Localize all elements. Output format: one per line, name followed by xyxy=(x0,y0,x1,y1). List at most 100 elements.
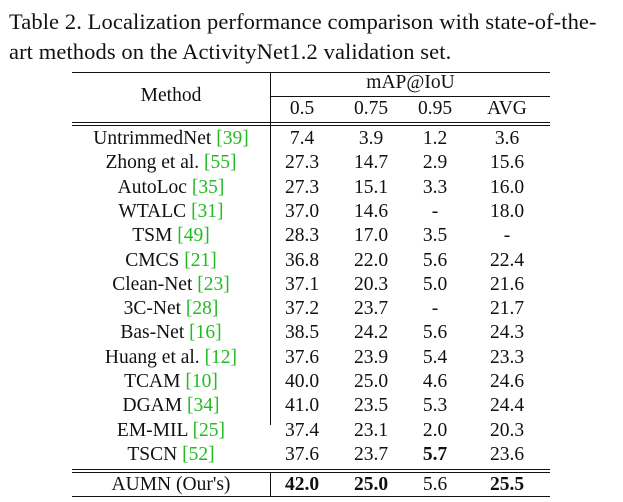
method-label: TSM xyxy=(132,225,178,247)
header-rule-1 xyxy=(72,122,550,124)
method-name: AutoLoc [35] xyxy=(72,177,270,199)
score-cell: 18.0 xyxy=(489,200,525,222)
score-cell: 4.6 xyxy=(422,371,448,392)
method-name: Huang et al. [12] xyxy=(72,347,270,369)
score-cell: 5.3 xyxy=(422,395,448,417)
method-label: TSCN xyxy=(127,443,183,465)
method-name: DGAM [34] xyxy=(72,395,270,417)
citation-link[interactable]: [25] xyxy=(192,419,226,441)
score-cell: 15.6 xyxy=(489,152,525,174)
ours-rule-1 xyxy=(72,469,550,471)
method-name: TSCN [52] xyxy=(72,444,270,466)
score-cell: 16.0 xyxy=(489,176,525,198)
score-cell: 17.0 xyxy=(353,225,389,247)
score-cell: 23.3 xyxy=(489,346,525,368)
caption-line-1: Table 2. Localization performance compar… xyxy=(9,9,597,34)
column-header: 0.5 xyxy=(289,98,315,119)
score-cell: 37.6 xyxy=(284,346,320,368)
score-cell: 21.6 xyxy=(489,273,525,295)
method-name: Bas-Net [16] xyxy=(72,322,270,344)
score-cell: 27.3 xyxy=(284,176,320,198)
score-cell: 37.2 xyxy=(284,298,320,320)
method-name: Zhong et al. [55] xyxy=(72,152,270,174)
score-cell: 36.8 xyxy=(284,249,320,271)
score-cell: 37.1 xyxy=(284,273,320,295)
citation-link[interactable]: [52] xyxy=(182,443,215,465)
citation-link[interactable]: [10] xyxy=(185,371,218,392)
score-cell: 5.7 xyxy=(422,443,448,465)
score-cell: 3.3 xyxy=(422,176,448,198)
score-cell: 22.4 xyxy=(489,249,525,271)
method-name: EM-MIL [25] xyxy=(72,420,270,442)
vertical-rule-ours xyxy=(270,472,272,496)
score-cell-ours: 25.5 xyxy=(489,474,525,495)
score-cell: 37.6 xyxy=(284,443,320,465)
citation-link[interactable]: [21] xyxy=(184,249,217,271)
score-cell: 5.6 xyxy=(422,249,448,271)
citation-link[interactable]: [16] xyxy=(189,322,222,344)
score-cell: 25.0 xyxy=(353,371,389,392)
header-rule-2 xyxy=(72,125,550,127)
ours-rule-2 xyxy=(72,472,550,474)
citation-link[interactable]: [39] xyxy=(216,128,249,149)
column-header: AVG xyxy=(487,98,527,119)
score-cell: 1.2 xyxy=(422,128,448,149)
score-cell: 14.7 xyxy=(353,152,389,174)
column-header: 0.75 xyxy=(353,98,389,119)
citation-link[interactable]: [55] xyxy=(204,152,237,174)
score-cell: 3.9 xyxy=(358,128,384,149)
method-label: WTALC xyxy=(118,200,192,222)
score-cell: 22.0 xyxy=(353,249,389,271)
score-cell: 24.6 xyxy=(489,371,525,392)
score-cell: 28.3 xyxy=(284,225,320,247)
score-cell: - xyxy=(431,298,439,320)
method-label: TCAM xyxy=(124,371,186,392)
citation-link[interactable]: [35] xyxy=(191,176,225,198)
citation-link[interactable]: [28] xyxy=(185,298,219,320)
score-cell: 20.3 xyxy=(489,419,525,441)
score-cell: 3.6 xyxy=(494,128,520,149)
score-cell: 23.1 xyxy=(353,419,389,441)
score-cell: - xyxy=(503,225,511,247)
metric-header: mAP@IoU xyxy=(366,72,455,93)
score-cell: 21.7 xyxy=(489,298,525,320)
column-header: 0.95 xyxy=(417,98,453,119)
method-label: Zhong et al. xyxy=(105,152,205,174)
citation-link[interactable]: [12] xyxy=(204,346,238,368)
score-cell: 40.0 xyxy=(284,371,320,392)
citation-link[interactable]: [49] xyxy=(177,225,210,247)
score-cell: 2.9 xyxy=(422,152,448,174)
score-cell: 23.7 xyxy=(353,298,389,320)
score-cell: 5.4 xyxy=(422,346,448,368)
score-cell: 14.6 xyxy=(353,200,389,222)
score-cell: 5.0 xyxy=(422,273,448,295)
caption-line-2: art methods on the ActivityNet1.2 valida… xyxy=(9,39,452,64)
score-cell-ours: 42.0 xyxy=(284,474,320,495)
bottom-rule xyxy=(72,496,550,498)
score-cell: 3.5 xyxy=(422,225,448,247)
score-cell: 23.6 xyxy=(489,443,525,465)
citation-link[interactable]: [23] xyxy=(197,273,230,295)
table-caption: Table 2. Localization performance compar… xyxy=(9,7,617,67)
method-name: TCAM [10] xyxy=(72,371,270,393)
method-name: TSM [49] xyxy=(72,225,270,247)
score-cell-ours: 25.0 xyxy=(353,474,389,495)
score-cell: 2.0 xyxy=(422,419,448,441)
method-header: Method xyxy=(140,85,202,106)
method-label: DGAM xyxy=(122,395,187,417)
method-label: 3C-Net xyxy=(123,298,186,320)
citation-link[interactable]: [34] xyxy=(186,395,220,417)
citation-link[interactable]: [31] xyxy=(191,200,224,222)
score-cell: 24.2 xyxy=(353,322,389,344)
score-cell: 23.7 xyxy=(353,443,389,465)
score-cell: 5.6 xyxy=(422,322,448,344)
score-cell: 41.0 xyxy=(284,395,320,417)
method-name: WTALC [31] xyxy=(72,201,270,223)
method-label: Bas-Net xyxy=(120,322,190,344)
metric-subrule xyxy=(271,96,550,97)
method-name-ours: AUMN (Our's) xyxy=(111,474,231,495)
score-cell: 7.4 xyxy=(289,128,315,149)
score-cell: 23.9 xyxy=(353,346,389,368)
score-cell: 27.3 xyxy=(284,152,320,174)
score-cell: 20.3 xyxy=(353,273,389,295)
